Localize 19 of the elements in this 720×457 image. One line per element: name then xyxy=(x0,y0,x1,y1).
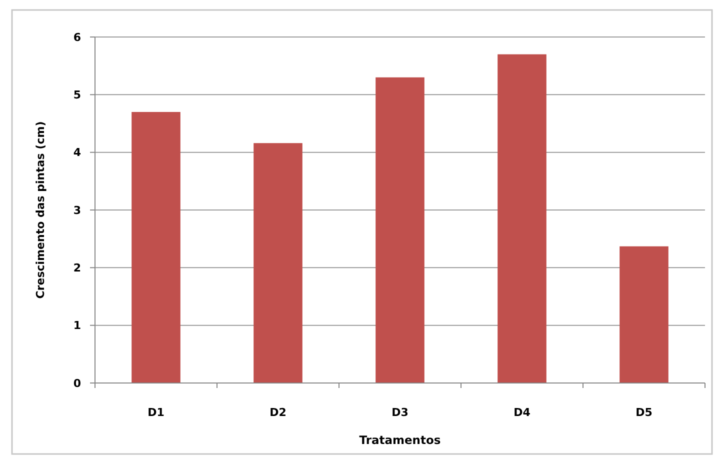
x-axis-title: Tratamentos xyxy=(359,433,441,448)
bar xyxy=(376,77,424,383)
bar xyxy=(620,246,668,383)
bar xyxy=(498,54,546,383)
x-tick-label: D4 xyxy=(514,406,531,419)
y-tick-label: 6 xyxy=(73,30,82,44)
x-tick-label: D5 xyxy=(636,406,652,419)
y-tick-label: 5 xyxy=(73,88,81,102)
bar xyxy=(132,112,180,383)
bar xyxy=(254,143,302,383)
x-tick-label: D2 xyxy=(270,406,286,419)
y-tick-label: 4 xyxy=(73,146,82,160)
y-tick-label: 3 xyxy=(73,204,81,217)
x-tick-label: D3 xyxy=(392,406,408,419)
y-tick-label: 2 xyxy=(73,262,81,275)
y-tick-label: 0 xyxy=(73,376,82,390)
y-axis-title: Crescimento das pintas (cm) xyxy=(34,121,47,299)
y-tick-label: 1 xyxy=(73,319,81,332)
x-tick-label: D1 xyxy=(148,406,164,419)
